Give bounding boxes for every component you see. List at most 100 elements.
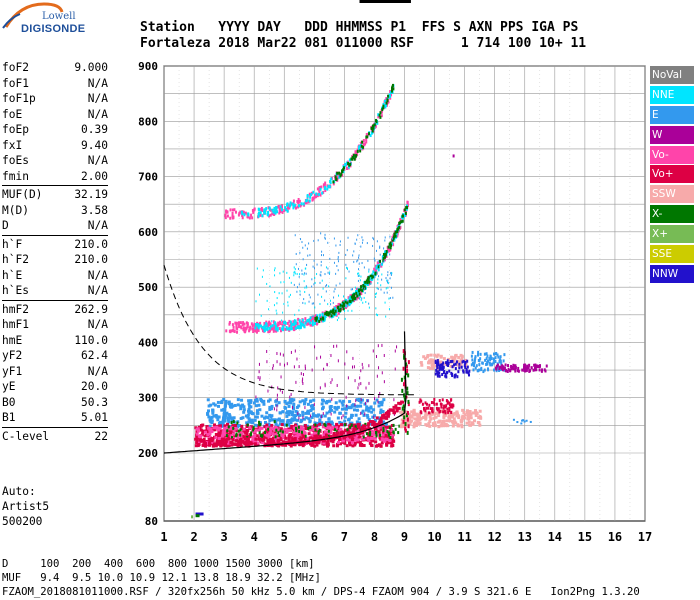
echo-pixel — [239, 416, 243, 420]
echo-pixel — [495, 364, 498, 368]
echo-pixel — [382, 252, 385, 256]
echo-pixel — [235, 434, 238, 438]
echo-pixel — [339, 240, 341, 243]
echo-pixel — [229, 427, 233, 431]
echo-pixel — [346, 301, 349, 305]
echo-pixel — [384, 425, 388, 429]
echo-pixel — [293, 283, 295, 286]
echo-pixel — [436, 372, 439, 376]
echo-pixel — [298, 204, 301, 208]
echo-pixel — [383, 380, 385, 384]
echo-pixel — [294, 313, 296, 316]
echo-pixel — [265, 411, 269, 415]
echo-pixel — [283, 423, 287, 427]
echo-pixel — [383, 291, 385, 294]
echo-pixel — [232, 428, 236, 432]
echo-pixel — [420, 363, 424, 367]
echo-pixel — [367, 439, 371, 443]
echo-pixel — [356, 440, 360, 444]
echo-pixel — [311, 285, 313, 288]
echo-pixel — [378, 443, 382, 447]
echo-pixel — [243, 213, 246, 217]
echo-pixel — [435, 406, 438, 410]
echo-pixel — [213, 423, 217, 427]
echo-pixel — [494, 356, 497, 360]
echo-pixel — [249, 433, 252, 437]
echo-pixel — [288, 204, 291, 208]
echo-pixel — [382, 106, 385, 110]
x-tick-label: 6 — [311, 530, 318, 544]
echo-pixel — [358, 272, 360, 275]
echo-pixel — [263, 321, 266, 325]
echo-pixel — [324, 273, 326, 276]
echo-pixel — [246, 409, 250, 413]
echo-pixel — [467, 371, 470, 375]
echo-pixel — [413, 421, 417, 425]
echo-pixel — [298, 413, 302, 417]
echo-pixel — [336, 431, 340, 435]
echo-pixel — [362, 239, 364, 242]
echo-pixel — [293, 274, 295, 277]
echo-pixel — [392, 87, 395, 91]
echo-pixel — [218, 440, 222, 444]
echo-pixel — [292, 426, 296, 430]
echo-pixel — [503, 353, 506, 357]
echo-pixel — [333, 311, 336, 315]
echo-pixel — [357, 272, 359, 275]
echo-pixel — [368, 420, 372, 424]
echo-pixel — [400, 418, 404, 422]
echo-pixel — [389, 441, 393, 445]
echo-pixel — [259, 324, 262, 328]
echo-pixel — [344, 428, 348, 432]
echo-pixel — [231, 323, 234, 327]
echo-pixel — [478, 359, 481, 363]
echo-pixel — [405, 420, 409, 424]
echo-pixel — [374, 271, 377, 275]
param-row: foE N/A — [2, 107, 108, 123]
echo-pixel — [195, 432, 199, 436]
echo-pixel — [360, 411, 362, 415]
echo-pixel — [365, 432, 368, 436]
echo-pixel — [472, 368, 475, 372]
echo-pixel — [389, 241, 392, 245]
echo-pixel — [327, 271, 329, 274]
echo-pixel — [357, 234, 359, 237]
echo-pixel — [449, 364, 453, 368]
echo-pixel — [421, 415, 425, 419]
echo-pixel — [364, 408, 368, 412]
echo-pixel — [328, 285, 330, 288]
echo-pixel — [369, 274, 372, 278]
echo-pixel — [224, 439, 228, 443]
echo-pixel — [241, 434, 245, 438]
echo-pixel — [289, 427, 293, 431]
echo-pixel — [311, 368, 313, 372]
echo-pixel — [220, 408, 224, 412]
echo-pixel — [343, 303, 346, 307]
echo-pixel — [221, 419, 225, 423]
echo-pixel — [195, 438, 199, 442]
echo-pixel — [301, 272, 303, 275]
echo-pixel — [227, 444, 231, 448]
echo-pixel — [425, 355, 429, 359]
echo-pixel — [325, 285, 327, 288]
echo-pixel — [461, 360, 464, 364]
echo-pixel — [416, 416, 420, 420]
echo-pixel — [372, 349, 374, 353]
echo-pixel — [359, 295, 361, 298]
echo-pixel — [445, 419, 449, 423]
echo-pixel — [321, 425, 325, 429]
echo-pixel — [371, 420, 375, 424]
param-name: C-level — [2, 429, 50, 443]
x-tick-label: 8 — [371, 530, 378, 544]
echo-pixel — [223, 434, 227, 438]
echo-pixel — [294, 234, 296, 237]
echo-pixel — [313, 196, 316, 200]
echo-pixel — [494, 366, 497, 370]
echo-pixel — [306, 319, 309, 323]
echo-pixel — [301, 241, 303, 244]
echo-pixel — [250, 213, 253, 217]
echo-pixel — [232, 432, 236, 436]
echo-pixel — [362, 413, 366, 417]
echo-pixel — [445, 361, 448, 365]
echo-pixel — [405, 418, 409, 422]
